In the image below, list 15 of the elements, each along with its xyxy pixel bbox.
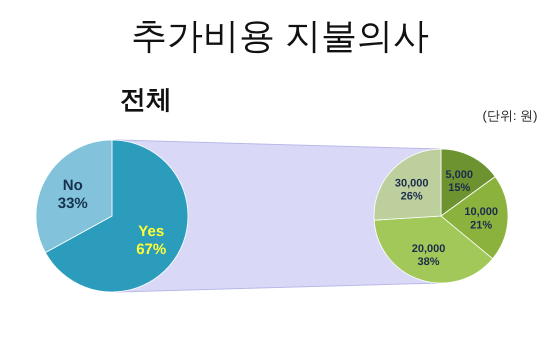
- data-label: 67%: [136, 241, 166, 258]
- data-label: 38%: [418, 256, 440, 268]
- slice-label: 30,000: [394, 177, 429, 190]
- slice-label: Yes: [138, 223, 164, 240]
- slice-label: 10,000: [464, 206, 498, 218]
- data-label: 33%: [58, 194, 88, 212]
- chart-subtitle: 전체: [120, 84, 172, 114]
- text: 추가비용 지불의사: [130, 15, 430, 56]
- slice-label: No: [62, 176, 83, 194]
- data-label: 26%: [400, 190, 423, 202]
- text: (단위: 원): [482, 108, 538, 123]
- data-label: 15%: [448, 182, 470, 194]
- slice-label: 20,000: [412, 243, 446, 256]
- slice-label: 5,000: [445, 168, 474, 181]
- data-label: 21%: [470, 219, 492, 232]
